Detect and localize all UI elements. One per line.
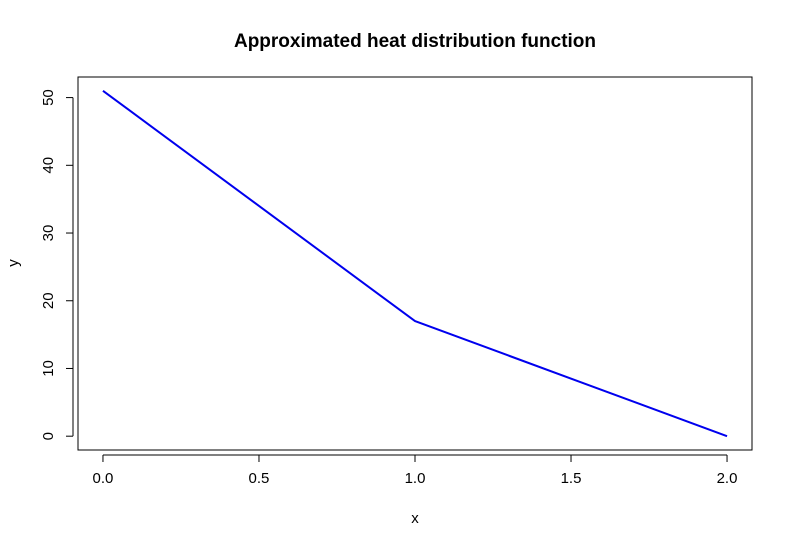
- x-tick-label: 1.5: [561, 470, 582, 487]
- x-tick-label: 1.0: [405, 470, 426, 487]
- plot-area-frame: [77, 76, 753, 451]
- x-axis-label: x: [411, 510, 419, 527]
- chart-title: Approximated heat distribution function: [234, 31, 596, 52]
- x-tick-label: 0.5: [249, 470, 270, 487]
- x-tick-label: 2.0: [717, 470, 738, 487]
- y-axis: 0 10 20 30 40 50: [40, 89, 74, 440]
- y-tick-label: 10: [40, 360, 57, 377]
- x-axis: 0.0 0.5 1.0 1.5 2.0: [93, 454, 738, 487]
- y-tick-label: 20: [40, 292, 57, 309]
- series-layer: [102, 90, 728, 438]
- y-tick-label: 40: [40, 157, 57, 174]
- y-axis-label: y: [5, 259, 22, 267]
- series-line: [102, 90, 728, 438]
- y-tick-label: 30: [40, 225, 57, 242]
- y-tick-label: 0: [40, 432, 57, 440]
- y-tick-label: 50: [40, 89, 57, 106]
- x-tick-label: 0.0: [93, 470, 114, 487]
